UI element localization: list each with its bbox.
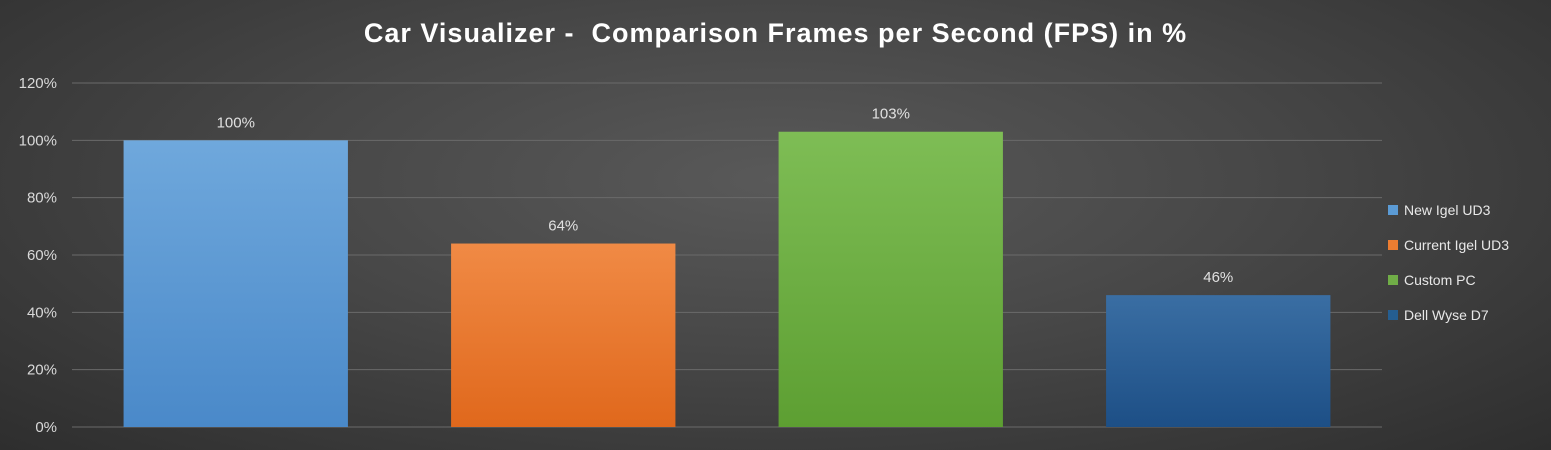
- data-labels: 100% 64% 103% 46%: [217, 106, 1234, 286]
- y-tick-label: 120%: [19, 75, 57, 92]
- bar-custom-pc: [778, 131, 1003, 427]
- legend-label: Current Igel UD3: [1404, 236, 1510, 253]
- y-tick-label: 40%: [27, 304, 57, 321]
- legend-label: Custom PC: [1404, 271, 1476, 288]
- legend-swatch: [1388, 204, 1398, 215]
- bar-new-igel-ud3: [123, 140, 348, 428]
- data-label: 46%: [1203, 269, 1233, 286]
- legend-item: New Igel UD3: [1388, 192, 1509, 227]
- bar-dell-wyse-d7: [1106, 295, 1331, 427]
- y-tick-label: 80%: [27, 190, 57, 207]
- y-tick-label: 60%: [27, 247, 57, 264]
- y-tick-label: 20%: [27, 362, 57, 379]
- y-tick-label: 0%: [35, 419, 57, 436]
- legend-item: Dell Wyse D7: [1388, 297, 1509, 332]
- legend-swatch: [1388, 239, 1398, 250]
- data-label: 64%: [548, 218, 578, 235]
- y-tick-label: 100%: [19, 132, 57, 149]
- bar-current-igel-ud3: [451, 243, 676, 427]
- data-label: 103%: [872, 106, 910, 123]
- legend-label: New Igel UD3: [1404, 201, 1491, 218]
- legend-swatch: [1388, 309, 1398, 320]
- y-axis-ticks: 0% 20% 40% 60% 80% 100% 120%: [19, 75, 57, 436]
- data-label: 100%: [217, 114, 255, 131]
- legend: New Igel UD3 Current Igel UD3 Custom PC Del…: [1388, 192, 1509, 332]
- chart-title: Car Visualizer - Comparison Frames per S…: [363, 18, 1188, 48]
- legend-item: Current Igel UD3: [1388, 227, 1509, 262]
- bars: [123, 131, 1331, 428]
- legend-item: Custom PC: [1388, 262, 1509, 297]
- legend-label: Dell Wyse D7: [1404, 306, 1489, 323]
- legend-swatch: [1388, 274, 1398, 285]
